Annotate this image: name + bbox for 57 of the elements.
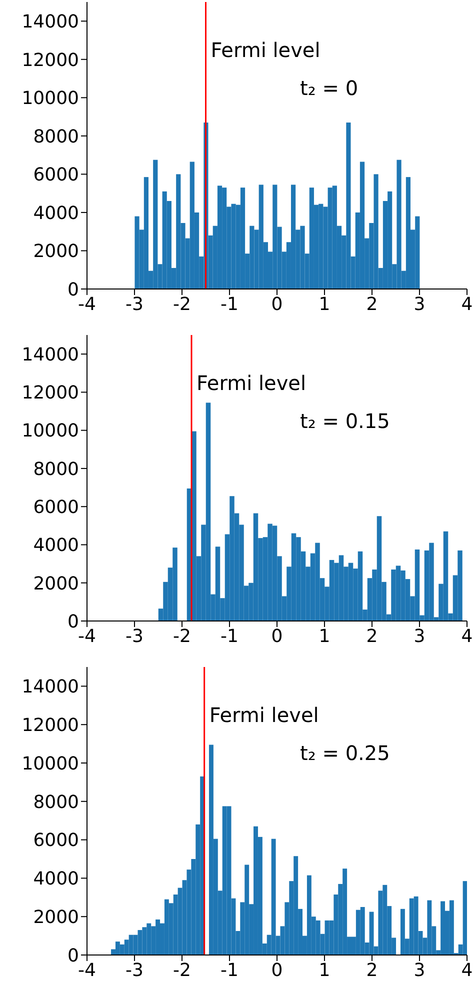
x-tick-label: 4 bbox=[461, 294, 473, 315]
ref-line-label: Fermi level bbox=[196, 371, 306, 395]
x-tick-label: 0 bbox=[271, 294, 283, 315]
annotation: t₂ = 0 bbox=[300, 76, 358, 100]
y-tick-label: 14000 bbox=[22, 676, 79, 698]
x-tick-label: -3 bbox=[126, 626, 144, 647]
ref-line-label: Fermi level bbox=[210, 38, 320, 62]
y-tick-label: 8000 bbox=[33, 458, 79, 480]
x-tick-label: -1 bbox=[220, 626, 238, 647]
y-tick-label: 10000 bbox=[22, 88, 79, 110]
x-tick-label: 2 bbox=[366, 960, 378, 981]
x-tick-label: -2 bbox=[173, 626, 191, 647]
x-tick-label: 3 bbox=[414, 294, 426, 315]
y-tick-label: 14000 bbox=[22, 344, 79, 366]
x-tick-label: -1 bbox=[220, 960, 238, 981]
x-tick-label: 1 bbox=[318, 626, 330, 647]
x-tick-label: 3 bbox=[414, 960, 426, 981]
annotation: t₂ = 0.25 bbox=[300, 741, 390, 765]
annotation: t₂ = 0.15 bbox=[300, 409, 390, 433]
y-tick-label: 4000 bbox=[33, 868, 79, 890]
x-tick-label: -3 bbox=[126, 960, 144, 981]
x-tick-label: -1 bbox=[220, 294, 238, 315]
y-tick-label: 4000 bbox=[33, 535, 79, 556]
y-tick-label: 0 bbox=[68, 279, 79, 300]
y-tick-label: 12000 bbox=[22, 714, 79, 736]
x-tick-label: -2 bbox=[173, 960, 191, 981]
y-tick-label: 2000 bbox=[33, 241, 79, 262]
x-tick-label: 0 bbox=[271, 960, 283, 981]
x-tick-label: 1 bbox=[318, 960, 330, 981]
x-tick-label: 2 bbox=[366, 626, 378, 647]
x-tick-label: 3 bbox=[414, 626, 426, 647]
y-tick-label: 6000 bbox=[33, 496, 79, 518]
y-tick-label: 8000 bbox=[33, 792, 79, 813]
x-tick-label: -3 bbox=[126, 294, 144, 315]
x-tick-label: 4 bbox=[461, 626, 473, 647]
y-tick-label: 2000 bbox=[33, 906, 79, 928]
x-tick-label: -4 bbox=[78, 960, 96, 981]
y-tick-label: 6000 bbox=[33, 830, 79, 852]
y-tick-label: 4000 bbox=[33, 202, 79, 224]
y-tick-label: 6000 bbox=[33, 164, 79, 186]
x-tick-label: -2 bbox=[173, 294, 191, 315]
y-tick-label: 10000 bbox=[22, 420, 79, 442]
ref-line-label: Fermi level bbox=[209, 703, 319, 727]
x-tick-label: 2 bbox=[366, 294, 378, 315]
y-tick-label: 12000 bbox=[22, 50, 79, 71]
y-tick-label: 2000 bbox=[33, 573, 79, 594]
x-tick-label: 4 bbox=[461, 960, 473, 981]
x-tick-label: 0 bbox=[271, 626, 283, 647]
y-tick-label: 14000 bbox=[22, 12, 79, 33]
x-tick-label: 1 bbox=[318, 294, 330, 315]
y-tick-label: 0 bbox=[68, 945, 79, 966]
y-tick-label: 10000 bbox=[22, 753, 79, 774]
x-tick-label: -4 bbox=[78, 626, 96, 647]
x-tick-label: -4 bbox=[78, 294, 96, 315]
y-tick-label: 8000 bbox=[33, 126, 79, 148]
y-tick-label: 12000 bbox=[22, 382, 79, 404]
y-tick-label: 0 bbox=[68, 611, 79, 632]
